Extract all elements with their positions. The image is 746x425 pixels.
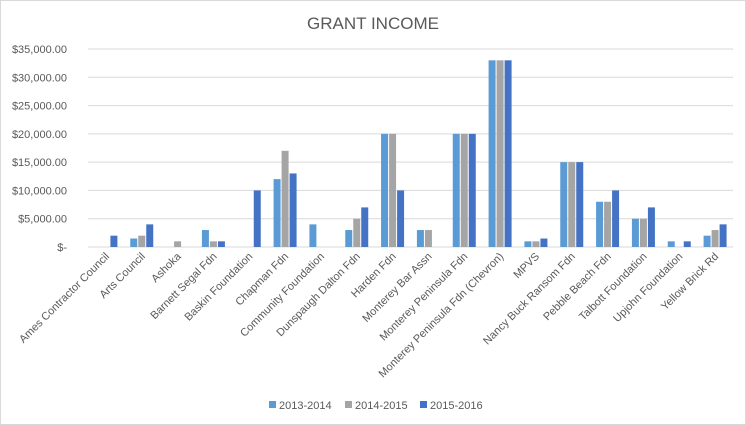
bar xyxy=(138,235,146,247)
bar xyxy=(209,241,217,247)
bar xyxy=(201,230,209,247)
bar xyxy=(639,218,647,247)
x-tick-label: MPVS xyxy=(511,251,542,282)
y-tick-label: $30,000.00 xyxy=(12,72,67,84)
bar xyxy=(174,241,182,247)
bar xyxy=(576,162,584,247)
y-axis-tick-labels: $- $5,000.00 $10,000.00 $15,000.00 $20,000.0… xyxy=(12,44,67,254)
bar xyxy=(667,241,675,247)
bar xyxy=(719,224,727,247)
bar xyxy=(217,241,225,247)
bar xyxy=(604,201,612,247)
bar xyxy=(389,133,397,247)
bars xyxy=(110,60,727,247)
bar xyxy=(416,230,424,247)
bar xyxy=(703,235,711,247)
chart-title: GRANT INCOME xyxy=(307,14,439,33)
bar xyxy=(631,218,639,247)
bar xyxy=(397,190,405,247)
gridlines xyxy=(88,48,733,248)
y-tick-label: $15,000.00 xyxy=(12,157,67,169)
legend-swatch xyxy=(345,401,352,408)
bar xyxy=(540,238,548,247)
x-tick-label: Barnett Segal Fdn xyxy=(148,251,219,322)
bar xyxy=(309,224,317,247)
bar xyxy=(711,230,719,247)
bar xyxy=(130,238,138,247)
legend: 2013-2014 2014-2015 2015-2016 xyxy=(269,400,483,412)
legend-swatch xyxy=(420,401,427,408)
x-tick-label: Talbott Foundation xyxy=(577,251,649,323)
x-tick-label: Ames Contractor Council xyxy=(17,251,112,346)
bar xyxy=(452,133,460,247)
bar xyxy=(488,60,496,247)
bar xyxy=(496,60,504,247)
bar xyxy=(345,230,353,247)
bar xyxy=(612,190,620,247)
bar xyxy=(460,133,468,247)
legend-label: 2014-2015 xyxy=(355,400,408,412)
bar xyxy=(596,201,604,247)
legend-label: 2013-2014 xyxy=(279,400,332,412)
bar xyxy=(468,133,476,247)
y-tick-label: $20,000.00 xyxy=(12,129,67,141)
bar xyxy=(353,218,361,247)
bar xyxy=(110,235,118,247)
bar xyxy=(524,241,532,247)
bar xyxy=(273,179,281,247)
bar xyxy=(647,207,655,247)
y-tick-label: $- xyxy=(57,242,67,254)
bar xyxy=(683,241,691,247)
bar xyxy=(281,150,289,247)
bar xyxy=(361,207,369,247)
y-tick-label: $10,000.00 xyxy=(12,185,67,197)
bar xyxy=(568,162,576,247)
x-tick-label: Baskin Foundation xyxy=(182,251,255,324)
bar xyxy=(560,162,568,247)
y-tick-label: $35,000.00 xyxy=(12,44,67,56)
legend-label: 2015-2016 xyxy=(430,400,483,412)
legend-swatch xyxy=(269,401,276,408)
y-tick-label: $5,000.00 xyxy=(18,214,67,226)
bar xyxy=(381,133,389,247)
bar xyxy=(289,173,297,247)
bar xyxy=(146,224,154,247)
bar xyxy=(532,241,540,247)
bar xyxy=(504,60,512,247)
x-tick-label: Ashoka xyxy=(149,250,184,285)
y-tick-label: $25,000.00 xyxy=(12,101,67,113)
x-tick-label: Pebble Beach Fdn xyxy=(541,251,613,323)
bar xyxy=(424,230,432,247)
bar xyxy=(253,190,261,247)
